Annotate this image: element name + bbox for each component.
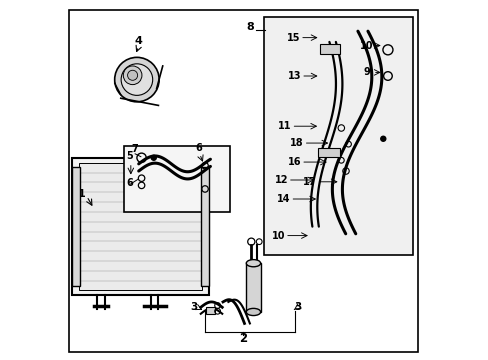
Bar (79, 163, 202, 291)
Ellipse shape (246, 309, 260, 316)
Text: 13: 13 (287, 71, 301, 81)
Text: 6: 6 (195, 143, 202, 153)
Text: 10: 10 (271, 231, 285, 240)
Text: 2: 2 (238, 332, 246, 345)
Text: 16: 16 (287, 157, 301, 167)
Text: 10: 10 (359, 41, 372, 50)
Text: 11: 11 (278, 121, 291, 131)
Circle shape (380, 136, 385, 141)
Text: 1: 1 (77, 189, 85, 199)
Text: 14: 14 (277, 194, 290, 204)
Ellipse shape (246, 260, 260, 267)
Circle shape (123, 66, 142, 85)
Text: 4: 4 (135, 36, 142, 46)
Text: 7: 7 (131, 144, 138, 154)
Bar (72, 158, 208, 295)
Circle shape (115, 57, 159, 102)
Bar (206, 307, 215, 315)
Text: 5: 5 (126, 151, 133, 161)
Bar (124, 146, 230, 212)
Text: 15: 15 (286, 33, 300, 42)
Bar (246, 263, 260, 312)
Text: 6: 6 (126, 178, 133, 188)
Text: 3: 3 (293, 302, 301, 312)
Bar (319, 44, 339, 54)
Bar (201, 167, 208, 286)
Text: 3: 3 (190, 302, 198, 312)
Circle shape (121, 64, 152, 95)
Bar (317, 148, 339, 157)
Text: 17: 17 (303, 177, 316, 187)
Circle shape (127, 70, 137, 80)
Text: 18: 18 (290, 138, 304, 148)
Text: 9: 9 (362, 67, 369, 77)
Bar (72, 167, 80, 286)
Circle shape (151, 155, 156, 160)
Bar (264, 17, 412, 255)
Text: 12: 12 (274, 175, 287, 185)
Text: 8: 8 (246, 22, 254, 32)
